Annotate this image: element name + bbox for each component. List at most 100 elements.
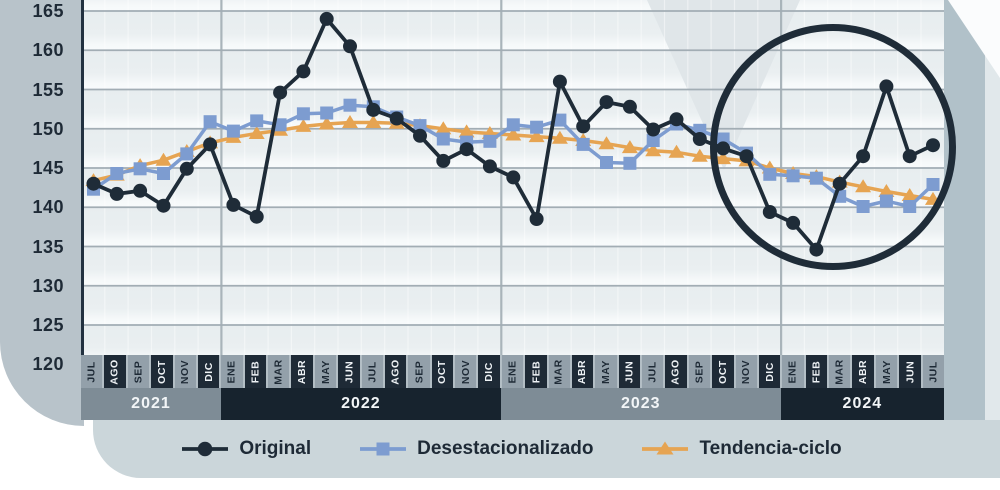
legend-label-original: Original: [239, 438, 312, 459]
y-axis-tick: 125: [32, 315, 64, 335]
original-data-point: [482, 159, 497, 174]
tendencia-ciclo-data-point: [155, 152, 172, 166]
desestacionalizado-data-point: [553, 113, 567, 127]
tendencia-ciclo-data-point: [598, 136, 615, 150]
month-label: MAY: [319, 359, 332, 384]
legend-item-original: Original: [181, 438, 311, 460]
y-axis-tick: 150: [32, 118, 64, 139]
y-axis-tick: 120: [32, 354, 64, 375]
month-label-cell: SEP: [688, 355, 711, 388]
month-label-cell: JUL: [642, 355, 664, 388]
original-data-point: [296, 64, 311, 79]
month-label: SEP: [132, 360, 145, 383]
original-data-point: [226, 197, 241, 212]
month-label-cell: DIC: [758, 355, 781, 388]
legend-label-desestacionalizado: Desestacionalizado: [417, 438, 594, 459]
desestacionalizado-data-point: [157, 167, 170, 180]
original-data-point: [436, 153, 451, 168]
original-data-point: [599, 95, 614, 110]
tendencia-ciclo-data-point: [248, 126, 265, 139]
original-data-point: [133, 183, 148, 198]
month-label: ABR: [296, 359, 309, 384]
month-label-cell: OCT: [151, 355, 173, 388]
month-label: JUN: [342, 360, 355, 383]
month-label: MAR: [272, 358, 285, 385]
month-label: JUL: [366, 360, 379, 383]
month-label: MAY: [880, 359, 893, 384]
original-data-point: [646, 122, 661, 137]
desestacionalizado-data-point: [576, 137, 590, 151]
month-label-cell: ABR: [571, 355, 594, 388]
y-axis-tick: 130: [32, 275, 64, 296]
original-data-point: [273, 85, 288, 100]
y-axis-labels: 165 160 155 150 145 140 135 130 125 120: [0, 0, 64, 420]
month-label-cell: DIC: [478, 355, 500, 388]
month-label: JUL: [85, 360, 98, 383]
month-label: ENE: [506, 359, 519, 384]
month-label-cell: ABR: [852, 355, 874, 388]
original-data-point: [552, 74, 567, 89]
tendencia-ciclo-data-point: [365, 115, 382, 128]
original-data-point: [366, 102, 381, 117]
year-band-2022: 2022: [220, 388, 501, 420]
month-label: OCT: [155, 359, 168, 384]
month-label-cell: AGO: [665, 355, 687, 388]
month-label: SEP: [412, 360, 425, 383]
desestacionalizado-data-point: [273, 118, 287, 132]
desestacionalizado-data-point: [203, 115, 217, 129]
legend-label-tendencia-ciclo: Tendencia-ciclo: [699, 438, 842, 459]
highlight-circle-annotation: [710, 24, 956, 270]
month-label: SEP: [693, 360, 706, 383]
month-label-cell: MAY: [875, 355, 898, 388]
tendencia-ciclo-data-point: [295, 118, 312, 132]
month-label: OCT: [716, 359, 729, 384]
month-label-cell: AGO: [384, 355, 407, 388]
y-axis-tick: 155: [32, 79, 64, 100]
month-label: MAY: [599, 359, 612, 384]
original-data-point: [459, 142, 474, 157]
desestacionalizado-data-point: [600, 156, 613, 169]
month-label-cell: NOV: [735, 355, 757, 388]
original-data-point: [529, 212, 544, 226]
month-label-cell: JUL: [361, 355, 383, 388]
tendencia-ciclo-data-point: [691, 148, 708, 162]
month-label-cell: AGO: [104, 355, 126, 388]
desestacionalizado-data-point: [250, 114, 264, 128]
original-data-point: [343, 39, 357, 54]
month-label-cell: ENE: [501, 355, 524, 388]
month-label-cell: MAR: [268, 355, 290, 388]
y-axis-tick: 135: [32, 236, 64, 257]
original-data-point: [179, 161, 194, 176]
month-label-cell: JUL: [81, 355, 103, 388]
month-label: JUL: [646, 360, 659, 383]
x-axis-month-strip: JUL AGO SEP OCT NOV DIC ENE FEB MAR ABR MAY JUN JUL A…: [81, 355, 944, 388]
month-label: FEB: [810, 360, 823, 383]
month-label: DIC: [763, 361, 776, 382]
original-data-point: [109, 186, 124, 201]
month-label: AGO: [389, 358, 402, 385]
desestacionalizado-data-point: [506, 118, 520, 132]
tendencia-ciclo-data-point: [528, 129, 545, 143]
original-data-point: [203, 137, 218, 152]
legend-item-tendencia-ciclo: Tendencia-ciclo: [641, 438, 842, 460]
month-label: DIC: [483, 361, 496, 382]
original-data-point: [156, 198, 171, 213]
desestacionalizado-data-point: [413, 119, 427, 133]
desestacionalizado-data-point: [623, 156, 637, 170]
desestacionalizado-data-point: [226, 124, 240, 138]
month-label: ABR: [857, 359, 870, 384]
y-axis-tick: 145: [32, 158, 64, 178]
month-label: JUN: [623, 360, 636, 383]
tendencia-ciclo-data-point: [318, 116, 335, 130]
tendencia-ciclo-data-point: [621, 140, 638, 154]
year-band-2021: 2021: [81, 388, 221, 420]
month-label: NOV: [459, 359, 472, 384]
month-label-cell: SEP: [127, 355, 150, 388]
original-data-point: [249, 209, 264, 224]
desestacionalizado-data-point: [320, 106, 334, 120]
original-data-point: [413, 128, 427, 143]
month-label-cell: OCT: [712, 355, 734, 388]
original-data-point: [319, 11, 334, 26]
desestacionalizado-data-point: [343, 98, 357, 112]
